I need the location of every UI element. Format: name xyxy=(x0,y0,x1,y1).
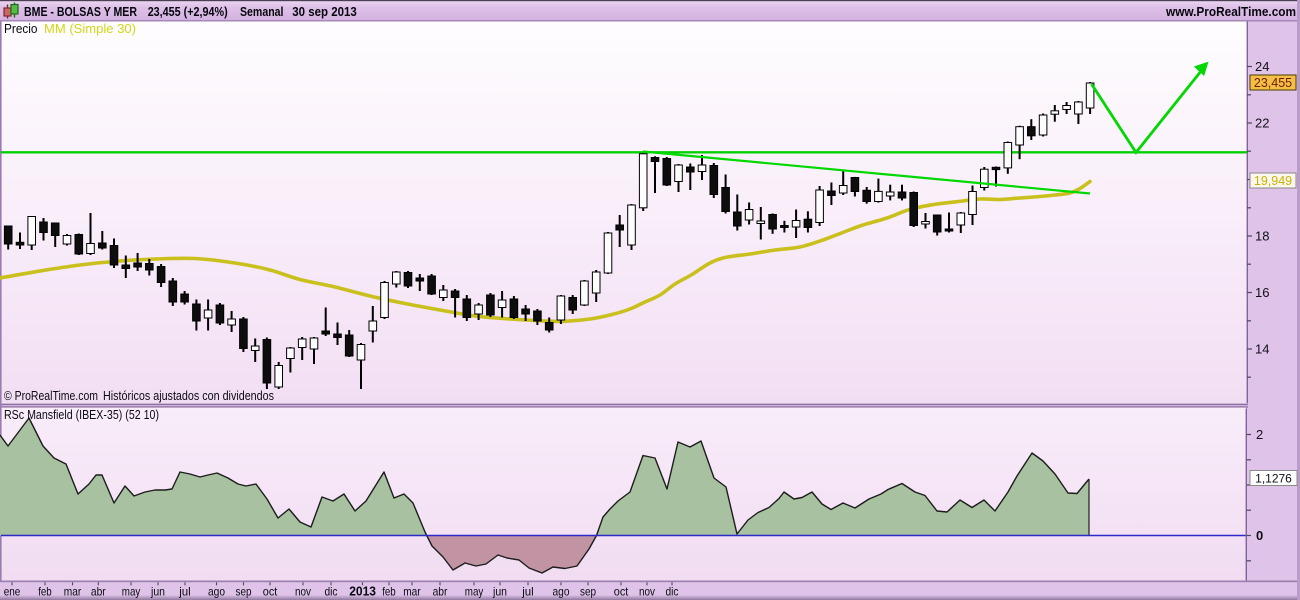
svg-text:sep: sep xyxy=(580,584,596,598)
svg-text:ago: ago xyxy=(208,584,225,598)
svg-text:feb: feb xyxy=(38,584,52,598)
svg-text:1,1276: 1,1276 xyxy=(1255,472,1292,486)
svg-text:jul: jul xyxy=(178,584,190,598)
svg-text:abr: abr xyxy=(91,584,106,598)
svg-text:MM (Simple 30): MM (Simple 30) xyxy=(44,22,136,36)
svg-text:23,455: 23,455 xyxy=(1254,76,1292,90)
svg-text:18: 18 xyxy=(1255,229,1269,244)
svg-text:sep: sep xyxy=(236,584,252,598)
svg-text:24: 24 xyxy=(1255,59,1269,74)
svg-text:nov: nov xyxy=(295,584,311,598)
svg-text:2013: 2013 xyxy=(349,583,376,598)
svg-text:ago: ago xyxy=(553,584,570,598)
svg-text:16: 16 xyxy=(1255,285,1269,300)
svg-text:nov: nov xyxy=(639,584,655,598)
svg-text:dic: dic xyxy=(325,584,338,598)
svg-text:feb: feb xyxy=(382,584,396,598)
svg-text:may: may xyxy=(122,584,141,598)
svg-text:mar: mar xyxy=(403,584,421,598)
svg-text:dic: dic xyxy=(666,584,679,598)
svg-text:22: 22 xyxy=(1255,116,1269,131)
svg-text:mar: mar xyxy=(64,584,82,598)
svg-text:jul: jul xyxy=(521,584,533,598)
svg-text:BME - BOLSAS Y MER: BME - BOLSAS Y MER xyxy=(24,5,137,19)
svg-text:30 sep 2013: 30 sep 2013 xyxy=(292,5,357,19)
svg-text:© ProRealTime.com: © ProRealTime.com xyxy=(4,389,98,403)
svg-text:oct: oct xyxy=(263,584,278,598)
svg-text:0: 0 xyxy=(1256,528,1263,543)
svg-text:2: 2 xyxy=(1256,427,1263,442)
svg-text:jun: jun xyxy=(492,584,507,598)
svg-text:www.ProRealTime.com: www.ProRealTime.com xyxy=(1165,5,1296,19)
svg-text:may: may xyxy=(465,584,484,598)
svg-text:19,949: 19,949 xyxy=(1254,174,1292,188)
svg-text:Precio: Precio xyxy=(4,22,38,36)
svg-text:ene: ene xyxy=(4,584,21,598)
svg-text:RSc Mansfield (IBEX-35) (52 10: RSc Mansfield (IBEX-35) (52 10) xyxy=(4,408,159,422)
svg-text:oct: oct xyxy=(614,584,629,598)
svg-text:abr: abr xyxy=(433,584,448,598)
svg-text:Semanal: Semanal xyxy=(240,5,284,19)
svg-text:Históricos ajustados con divid: Históricos ajustados con dividendos xyxy=(103,389,274,403)
svg-text:23,455 (+2,94%): 23,455 (+2,94%) xyxy=(148,5,228,19)
svg-text:14: 14 xyxy=(1255,342,1269,357)
svg-text:jun: jun xyxy=(150,584,165,598)
